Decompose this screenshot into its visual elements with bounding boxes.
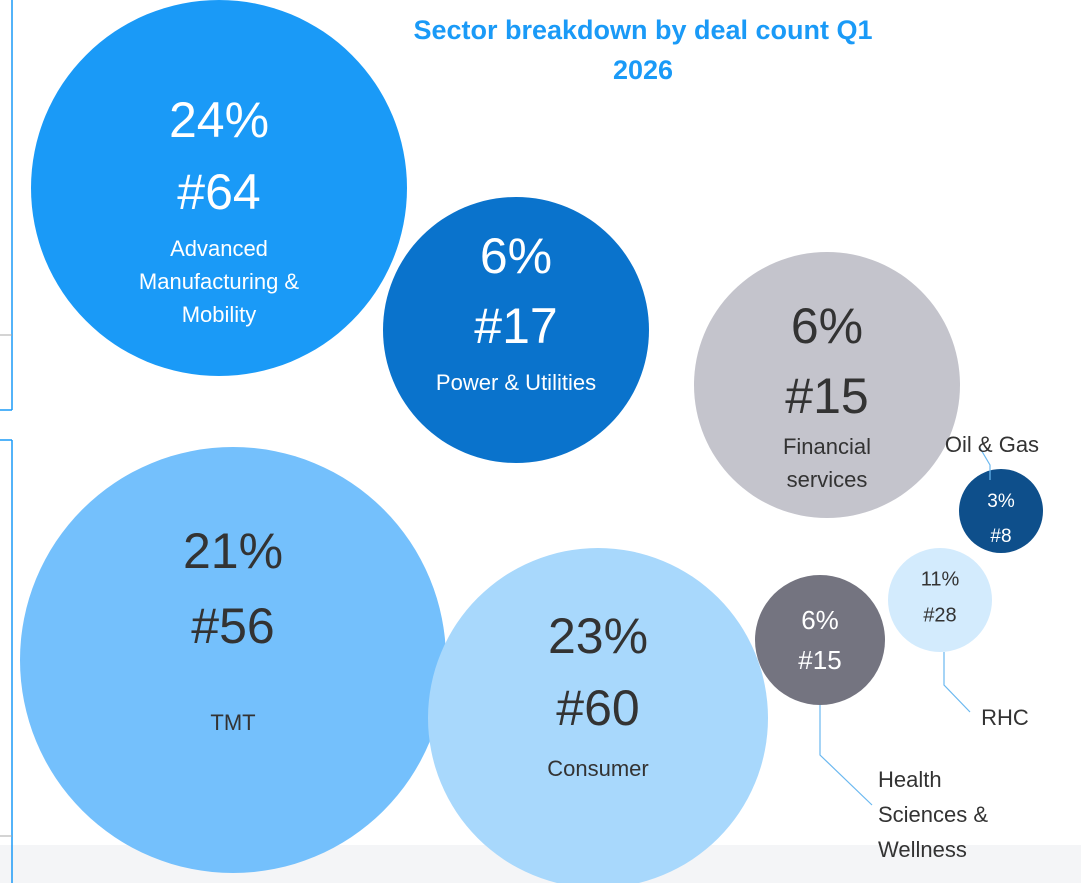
sector-label: Oil & Gas — [944, 432, 1040, 457]
sector-label: Financial services — [782, 434, 872, 492]
sector-label: RHC — [981, 705, 1029, 730]
bubble — [959, 469, 1043, 553]
count-label: #28 — [923, 604, 956, 626]
bubble — [755, 575, 885, 705]
percent-label: 6% — [801, 605, 839, 635]
bubble — [20, 447, 446, 873]
percent-label: 3% — [987, 491, 1015, 512]
sector-label: Advanced Manufacturing & Mobility — [138, 236, 300, 327]
bubble — [31, 0, 407, 376]
leader-line — [819, 705, 873, 806]
count-label: #17 — [474, 298, 557, 354]
sector-label: Consumer — [547, 756, 649, 781]
bubble — [694, 252, 960, 518]
count-label: #60 — [556, 680, 639, 736]
chart-title: Sector breakdown by deal count Q1 2026 — [413, 15, 873, 85]
percent-label: 24% — [169, 92, 269, 148]
percent-label: 6% — [480, 228, 552, 284]
count-label: #64 — [177, 164, 260, 220]
sector-label: Power & Utilities — [435, 370, 597, 395]
count-label: #15 — [785, 368, 868, 424]
bubble — [383, 197, 649, 463]
count-label: #8 — [990, 526, 1011, 547]
percent-label: 6% — [791, 298, 863, 354]
count-label: #15 — [798, 645, 841, 675]
leader-line — [943, 652, 971, 713]
percent-label: 11% — [921, 568, 960, 590]
bubble — [428, 548, 768, 883]
count-label: #56 — [191, 598, 274, 654]
percent-label: 21% — [183, 523, 283, 579]
sector-label: Health Sciences & Wellness — [878, 767, 989, 862]
leader-line — [979, 447, 991, 480]
bubble — [888, 548, 992, 652]
sector-label: TMT — [210, 710, 256, 735]
percent-label: 23% — [548, 608, 648, 664]
